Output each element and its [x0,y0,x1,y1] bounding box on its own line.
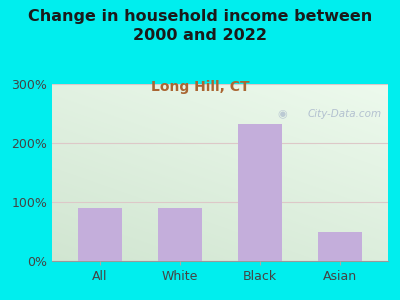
Bar [158,208,202,261]
Text: City-Data.com: City-Data.com [307,109,382,119]
Text: ◉: ◉ [277,109,287,119]
Bar [318,232,362,261]
Text: Long Hill, CT: Long Hill, CT [151,80,249,94]
Text: Change in household income between
2000 and 2022: Change in household income between 2000 … [28,9,372,43]
Bar [78,208,122,261]
Bar [238,124,282,261]
